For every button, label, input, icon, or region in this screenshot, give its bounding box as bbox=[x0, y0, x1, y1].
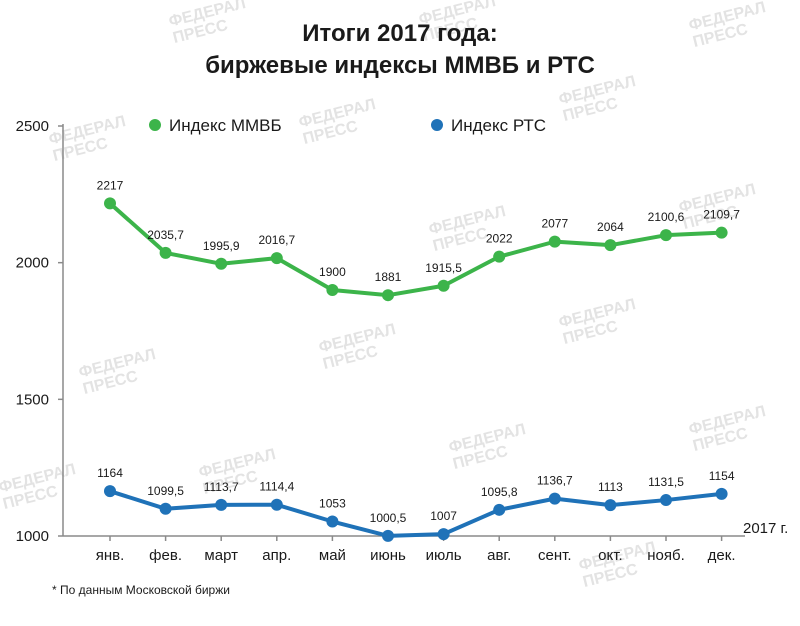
data-point bbox=[548, 235, 561, 248]
x-tick-label: май bbox=[319, 547, 346, 564]
data-point bbox=[437, 279, 450, 292]
data-label: 2016,7 bbox=[258, 233, 295, 247]
data-label: 1154 bbox=[709, 469, 735, 483]
x-tick-label: апр. bbox=[262, 547, 291, 564]
x-tick-label: июнь bbox=[370, 547, 406, 564]
data-point bbox=[604, 499, 617, 512]
y-tick-label: 1000 bbox=[16, 528, 49, 545]
data-label: 1136,7 bbox=[537, 474, 573, 488]
data-label: 1995,9 bbox=[203, 239, 240, 253]
data-label: 1095,8 bbox=[481, 485, 518, 499]
x-tick-label: сент. bbox=[538, 547, 572, 564]
data-label: 1164 bbox=[97, 466, 123, 480]
y-tick-label: 2500 bbox=[16, 118, 49, 135]
data-point bbox=[715, 487, 728, 500]
data-point bbox=[159, 502, 172, 515]
series-line-2 bbox=[108, 489, 724, 538]
data-label: 1007 bbox=[430, 509, 457, 523]
data-label: 1000,5 bbox=[370, 511, 407, 525]
legend-label: Индекс РТС bbox=[451, 116, 546, 135]
data-label: 2217 bbox=[97, 178, 124, 192]
data-label: 1053 bbox=[319, 497, 346, 511]
data-point bbox=[104, 197, 116, 210]
x-tick-label: авг. bbox=[487, 547, 511, 564]
data-point bbox=[326, 284, 339, 296]
x-unit-label: 2017 г. bbox=[743, 520, 788, 537]
chart-title-line1: Итоги 2017 года: bbox=[302, 20, 498, 47]
data-point bbox=[270, 252, 283, 265]
data-label: 2035,7 bbox=[147, 228, 184, 242]
data-point bbox=[493, 503, 506, 516]
x-tick-label: нояб. bbox=[647, 547, 685, 564]
y-tick-label: 1500 bbox=[16, 391, 49, 408]
data-point bbox=[493, 250, 506, 263]
data-label: 1099,5 bbox=[147, 484, 184, 498]
y-tick-label: 2000 bbox=[16, 255, 49, 272]
data-label: 1114,4 bbox=[259, 480, 294, 494]
x-tick-label: янв. bbox=[96, 547, 125, 564]
data-point bbox=[215, 498, 228, 511]
x-tick-label: июль bbox=[426, 547, 462, 564]
data-point bbox=[548, 492, 561, 505]
x-tick-label: март bbox=[204, 547, 238, 564]
data-point bbox=[715, 226, 728, 239]
x-tick-label: дек. bbox=[708, 547, 736, 564]
data-point bbox=[382, 289, 394, 302]
data-point bbox=[270, 498, 283, 511]
data-label: 2100,6 bbox=[648, 210, 685, 224]
x-tick-label: фев. bbox=[149, 547, 182, 564]
footnote: * По данным Московской биржи bbox=[52, 583, 230, 597]
data-point bbox=[159, 246, 172, 259]
data-point bbox=[660, 229, 672, 242]
data-label: 1915,5 bbox=[425, 261, 462, 275]
data-label: 1131,5 bbox=[648, 475, 684, 489]
data-label: 1881 bbox=[375, 270, 402, 284]
data-point bbox=[104, 485, 116, 498]
data-label: 2077 bbox=[541, 217, 568, 231]
data-point bbox=[215, 257, 228, 270]
legend-marker bbox=[149, 119, 161, 131]
legend-label: Индекс ММВБ bbox=[169, 116, 282, 135]
data-label: 2109,7 bbox=[703, 208, 740, 222]
data-point bbox=[382, 529, 394, 542]
data-label: 1900 bbox=[319, 265, 346, 279]
data-point bbox=[437, 528, 450, 541]
data-label: 1113,7 bbox=[204, 480, 239, 494]
data-label: 2022 bbox=[486, 232, 513, 246]
data-label: 1113 bbox=[598, 480, 623, 494]
chart-title-line2: биржевые индексы ММВБ и РТС bbox=[205, 52, 595, 79]
x-tick-label: окт. bbox=[598, 547, 622, 564]
data-point bbox=[326, 515, 339, 528]
data-label: 2064 bbox=[597, 220, 624, 234]
data-point bbox=[660, 494, 672, 507]
series-line-1 bbox=[108, 201, 724, 298]
data-point bbox=[604, 239, 617, 252]
legend-marker bbox=[431, 119, 443, 131]
